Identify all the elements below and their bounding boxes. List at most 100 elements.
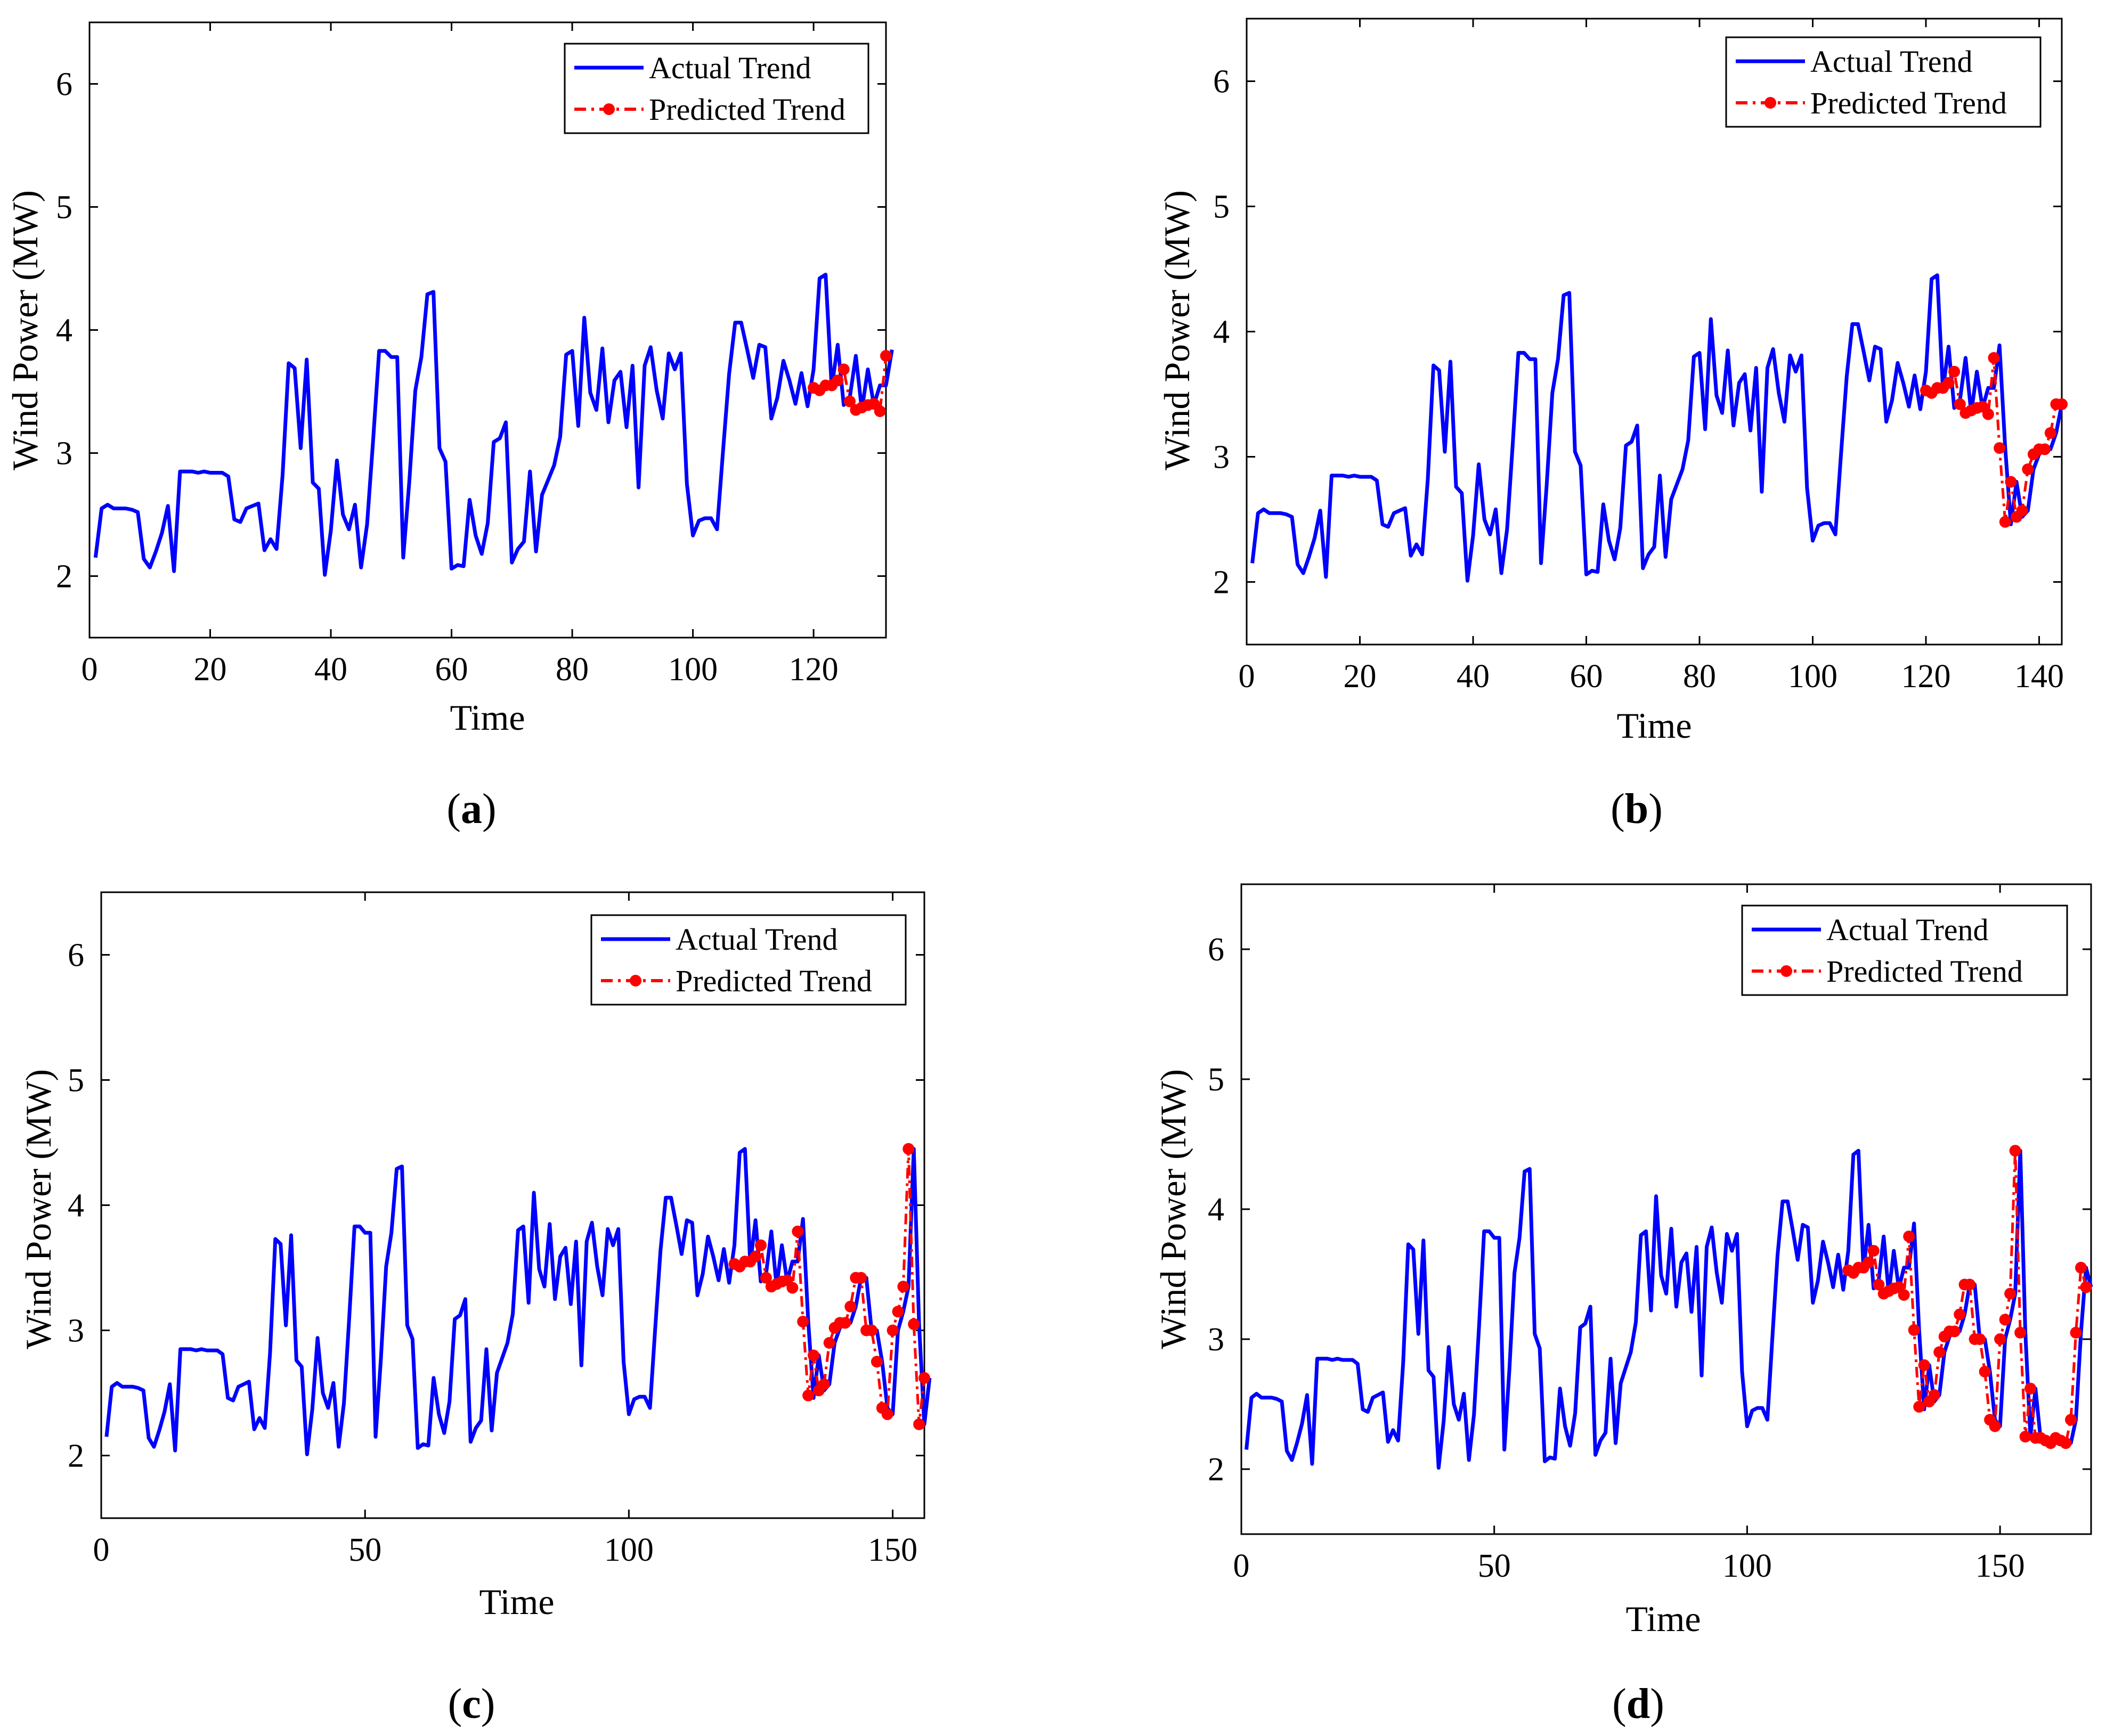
panel-b-caption-letter: b [1625,786,1649,833]
panel-a-legend-predicted-marker [603,103,615,115]
panel-d-predicted-point [2080,1281,2092,1293]
panel-d-predicted-point [1898,1289,1910,1301]
panel-d-series-layer [1245,1145,2093,1470]
panel-a-legend-predicted-label: Predicted Trend [649,92,845,127]
panel-c-predicted-point [902,1143,915,1155]
panel-c-predicted-point [871,1356,883,1368]
panel-d-x-tick-label: 150 [1975,1548,2025,1584]
panel-a-predicted-point [880,350,892,362]
panel-c-caption: (c) [448,1681,495,1727]
panel-d-predicted-point [1903,1230,1915,1243]
panel-c-predicted-point [792,1225,804,1237]
panel-c-y-ticks: 2 3 4 5 6 [68,938,924,1474]
panel-c-legend-predicted-label: Predicted Trend [676,964,872,998]
panel-c-y-axis-label: Wind Power (MW) [18,1069,59,1349]
panel-b-predicted-point [1994,442,2006,454]
panel-d-legend-predicted-label: Predicted Trend [1826,954,2023,989]
panel-b-x-axis-label: Time [1616,705,1692,746]
panel-c-legend-actual-label: Actual Trend [676,922,838,957]
panel-d-y-tick-label: 4 [1208,1192,1224,1228]
panel-a-x-ticks: 0 20 40 60 80 100 120 [82,22,839,688]
panel-b-legend-box [1725,36,2042,128]
panel-b-y-axis-label: Wind Power (MW) [1157,190,1197,470]
panel-d-predicted-point [1908,1324,1920,1336]
panel-b-legend-predicted-label: Predicted Trend [1810,86,2007,120]
panel-d-legend-actual-label: Actual Trend [1826,912,1989,947]
panel-c-y-tick-label: 4 [68,1188,84,1224]
panel-d-predicted-point [2024,1382,2037,1395]
panel-a-caption: (a) [446,786,496,833]
panel-d-legend: Actual Trend Predicted Trend [1741,904,2068,996]
panel-c-predicted-point [808,1349,819,1362]
panel-b-y-tick-label: 3 [1213,439,1230,476]
panel-a-x-axis-label: Time [450,697,525,738]
panel-d-predicted-point [1913,1400,1925,1413]
panel-d-predicted-point [1948,1325,1961,1338]
panel-d-predicted-point [1933,1346,1946,1358]
panel-a-y-tick-label: 6 [56,67,72,103]
panel-b-predicted-point [1988,352,2000,364]
panel-c-predicted-point [755,1239,767,1251]
panel-d-x-ticks: 0 50 100 150 [1233,884,2025,1584]
panel-a: 0 20 40 60 80 100 120 2 3 4 5 6 Time Wind Power (M… [5,21,894,833]
panel-a-predicted-point [832,374,844,387]
panel-c-y-tick-label: 5 [68,1063,84,1099]
panel-d-predicted-point [1964,1278,1976,1291]
panel-b-x-tick-label: 60 [1570,658,1603,695]
panel-a-predicted-point [844,395,856,407]
panel-d-x-tick-label: 50 [1478,1548,1511,1584]
panel-c-predicted-point [786,1282,799,1294]
panel-a-y-tick-label: 2 [56,559,72,595]
panel-d-predicted-point [1954,1308,1966,1321]
panel-c-x-tick-label: 0 [93,1532,110,1568]
panel-b-predicted-point [2016,504,2028,517]
panel-b-y-tick-label: 4 [1213,314,1230,351]
panel-b-predicted-point [2056,398,2068,410]
panel-c-predicted-point [750,1250,762,1262]
panel-a-x-tick-label: 20 [194,651,227,688]
panel-b-x-tick-label: 0 [1239,658,1255,695]
panel-a-y-tick-label: 3 [56,436,72,472]
panel-c-predicted-point [881,1408,893,1420]
panel-c-legend: Actual Trend Predicted Trend [590,914,907,1006]
panel-c-y-tick-label: 2 [68,1438,84,1474]
panel-d-predicted-point [1928,1389,1940,1401]
panel-b-y-ticks: 2 3 4 5 6 [1213,64,2062,601]
panel-a-x-tick-label: 40 [314,651,347,688]
panel-c: 0 50 100 150 2 3 4 5 6 Time Wind Power (MW) Act… [18,891,932,1727]
panel-d-x-tick-label: 100 [1722,1548,1772,1584]
panel-b-y-tick-label: 2 [1213,565,1230,601]
panel-a-series-layer [93,273,894,577]
panel-c-x-tick-label: 50 [348,1532,381,1568]
panel-a-x-tick-label: 80 [556,651,589,688]
panel-a-y-axis-label: Wind Power (MW) [5,190,45,470]
panel-d-predicted-point [1994,1333,2006,1345]
panel-d-predicted-point [2004,1287,2016,1300]
panel-c-y-tick-label: 6 [68,938,84,974]
panel-d-predicted-point [2070,1326,2082,1339]
panel-d-predicted-point [2009,1145,2021,1157]
panel-b-predicted-point [1999,516,2011,528]
panel-c-x-axis-label: Time [479,1582,554,1622]
panel-a-x-tick-label: 60 [435,651,468,688]
panel-c-legend-box [590,914,907,1006]
panel-c-predicted-point [908,1318,920,1330]
panel-d-predicted-point [2075,1261,2087,1274]
panel-b-x-tick-label: 80 [1683,658,1716,695]
panel-b-x-tick-label: 100 [1788,658,1837,695]
panel-d-y-tick-label: 6 [1208,932,1224,968]
panel-a-caption-letter: a [461,786,482,833]
panel-d-y-tick-label: 3 [1208,1322,1224,1358]
panel-c-legend-predicted-marker [630,975,641,987]
panel-d-predicted-point [2019,1431,2031,1442]
panel-d-predicted-point [1863,1257,1875,1268]
panel-a-y-tick-label: 4 [56,313,72,349]
panel-b-predicted-point [2022,463,2034,475]
panel-d-x-tick-label: 0 [1233,1548,1250,1584]
panel-c-predicted-point [839,1317,851,1329]
panel-d-predicted-point [1918,1359,1930,1371]
panel-b-y-tick-label: 6 [1213,64,1230,100]
panel-c-x-tick-label: 150 [868,1532,917,1568]
panel-b-predicted-point [2044,427,2056,439]
